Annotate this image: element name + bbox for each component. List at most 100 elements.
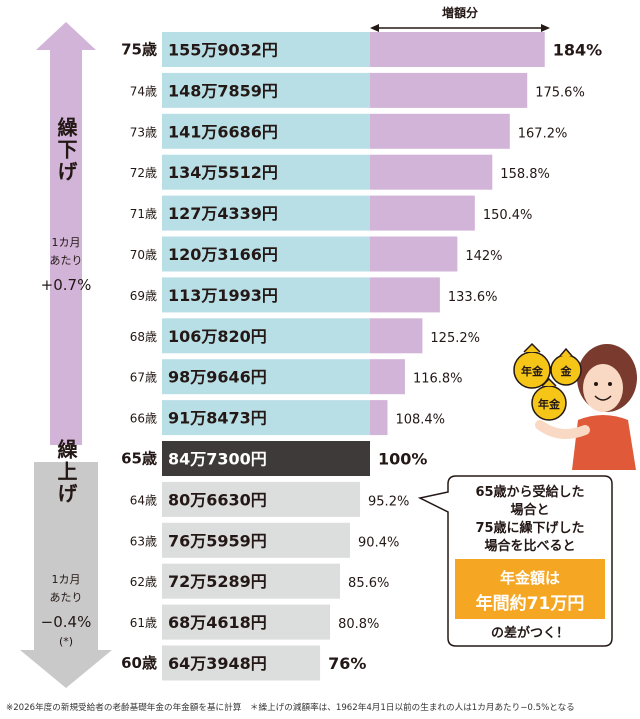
money-bags: 年金 金 年金 — [513, 342, 582, 421]
bar-row: 73歳 141万6686円 167.2% — [130, 113, 568, 149]
deferral-arrow — [36, 22, 96, 445]
callout-highlight-box — [455, 559, 605, 619]
amount-label: 76万5959円 — [168, 531, 267, 550]
amount-label: 113万1993円 — [168, 286, 278, 305]
callout-bubble: 65歳から受給した 場合と 75歳に繰下げした 場合を比べると 年金額は 年間約… — [417, 475, 613, 647]
percent-label: 125.2% — [430, 331, 480, 346]
callout-line3: 75歳に繰下げした — [475, 520, 584, 536]
bar-row: 67歳 98万9646円 116.8% — [130, 359, 463, 395]
age-label: 63歳 — [130, 534, 157, 548]
age-label: 72歳 — [130, 166, 157, 180]
percent-label: 142% — [465, 249, 502, 264]
bar-reduced — [162, 645, 321, 681]
bag-knot-icon — [559, 347, 573, 357]
bar-increase — [370, 154, 493, 190]
amount-label: 155万9032円 — [168, 41, 278, 60]
bar-row: 74歳 148万7859円 175.6% — [130, 72, 585, 108]
increase-label: 増額分 — [442, 5, 478, 20]
callout-line1: 65歳から受給した — [475, 484, 584, 500]
percent-label: 184% — [553, 41, 602, 60]
age-label: 62歳 — [130, 575, 157, 589]
bar-reduced — [162, 481, 361, 517]
bar-reduced — [162, 522, 351, 558]
bar-reduced — [162, 604, 331, 640]
face — [583, 364, 623, 412]
footnote: ※2026年度の新規受給者の老齢基礎年金の年金額を基に計算 ＊繰上げの減額率は、… — [6, 703, 575, 713]
deferral-line2: あたり — [50, 254, 83, 267]
bar-row: 65歳 84万7300円 100% — [121, 441, 427, 476]
bag-knot-icon — [523, 342, 541, 353]
bar-base — [162, 359, 370, 395]
amount-label: 148万7859円 — [168, 81, 278, 100]
bar-base — [162, 113, 370, 149]
age-label: 64歳 — [130, 493, 157, 507]
age-label: 70歳 — [130, 248, 157, 262]
age-label: 68歳 — [130, 330, 157, 344]
bar-increase — [370, 72, 528, 108]
early-note: (*) — [59, 635, 73, 648]
bar-increase — [370, 236, 458, 272]
early-line1: 1カ月 — [52, 573, 81, 586]
early-rate: −0.4% — [41, 613, 92, 631]
bar-base — [162, 195, 370, 231]
money-bag-label-2: 金 — [560, 364, 573, 378]
amount-label: 141万6686円 — [168, 122, 278, 141]
bar-increase — [370, 195, 475, 231]
amount-label: 127万4339円 — [168, 204, 278, 223]
callout-line5: の差がつく！ — [491, 625, 569, 641]
bars-layer: 75歳 155万9032円 184% 74歳 148万7859円 175.6% 73歳 141… — [121, 32, 602, 681]
age-label: 73歳 — [130, 125, 157, 139]
percent-label: 90.4% — [358, 535, 399, 550]
amount-label: 106万820円 — [168, 327, 267, 346]
early-label: 繰上げ 1カ月 あたり −0.4% (*) — [41, 438, 92, 648]
bar-base — [162, 318, 370, 354]
age-label: 65歳 — [121, 450, 157, 468]
percent-label: 116.8% — [413, 372, 463, 387]
bar-increase — [370, 318, 423, 354]
amount-label: 64万3948円 — [168, 654, 267, 673]
bar-row: 72歳 134万5512円 158.8% — [130, 154, 550, 190]
eye-left — [594, 382, 598, 386]
amount-label: 98万9646円 — [168, 368, 267, 387]
age-label: 66歳 — [130, 412, 157, 426]
woman-illustration — [535, 344, 637, 470]
callout-line4: 場合を比べると — [484, 538, 575, 554]
amount-label: 120万3166円 — [168, 245, 278, 264]
amount-label: 84万7300円 — [168, 450, 267, 469]
bar-row: 75歳 155万9032円 184% — [121, 32, 602, 67]
bar-row: 70歳 120万3166円 142% — [130, 236, 503, 272]
bar-row: 60歳 64万3948円 76% — [121, 645, 366, 681]
amount-label: 91万8473円 — [168, 409, 267, 428]
bag-knot-icon — [541, 377, 557, 387]
bar-base — [162, 277, 370, 313]
percent-label: 85.6% — [348, 576, 389, 591]
percent-label: 100% — [378, 450, 427, 469]
bar-row: 61歳 68万4618円 80.8% — [130, 604, 379, 640]
age-label: 69歳 — [130, 289, 157, 303]
bar-increase — [370, 359, 405, 395]
bar-row: 68歳 106万820円 125.2% — [130, 318, 480, 354]
bar-increase — [370, 32, 545, 67]
percent-label: 167.2% — [518, 126, 568, 141]
body — [572, 415, 636, 470]
percent-label: 95.2% — [368, 494, 409, 509]
bar-base — [162, 32, 370, 67]
percent-label: 80.8% — [338, 617, 379, 632]
percent-label: 76% — [328, 654, 366, 673]
bar-row: 71歳 127万4339円 150.4% — [130, 195, 533, 231]
bar-row: 63歳 76万5959円 90.4% — [130, 522, 399, 558]
bar-row: 66歳 91万8473円 108.4% — [130, 400, 445, 436]
amount-label: 72万5289円 — [168, 572, 267, 591]
percent-label: 108.4% — [395, 413, 445, 428]
early-line2: あたり — [50, 591, 83, 604]
callout-highlight-line2: 年間約71万円 — [476, 593, 585, 614]
bar-reduced — [162, 563, 341, 599]
percent-label: 133.6% — [448, 290, 498, 305]
deferral-rate: +0.7% — [41, 276, 92, 294]
eye-right — [608, 382, 612, 386]
bar-base — [162, 72, 370, 108]
percent-label: 150.4% — [483, 208, 533, 223]
bar-increase — [370, 113, 510, 149]
age-label: 71歳 — [130, 207, 157, 221]
